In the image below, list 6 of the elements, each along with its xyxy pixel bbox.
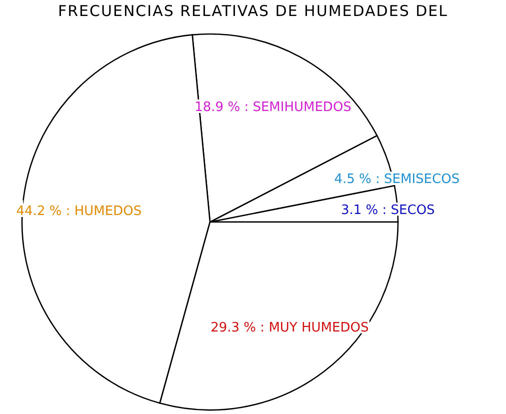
data-label: 3.1 % : — [340, 202, 387, 218]
slice-label: HUMEDOS — [70, 204, 142, 219]
chart-title: FRECUENCIAS RELATIVAS DE HUMEDADES DEL — [58, 2, 448, 20]
data-label: 4.5 % : — [334, 172, 380, 188]
data-label: 29.3 % : — [210, 320, 265, 336]
slice-label: SEMIHUMEDOS — [248, 100, 352, 116]
